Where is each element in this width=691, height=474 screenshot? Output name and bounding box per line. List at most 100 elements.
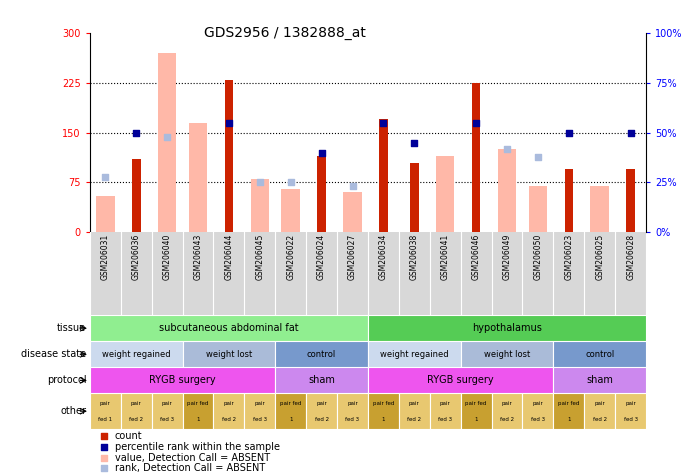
Bar [317, 156, 326, 232]
Bar [553, 393, 585, 429]
Text: GSM206049: GSM206049 [502, 234, 511, 280]
Bar [275, 341, 368, 367]
Text: RYGB surgery: RYGB surgery [427, 375, 494, 385]
Bar [553, 341, 646, 367]
Text: subcutaneous abdominal fat: subcutaneous abdominal fat [159, 323, 299, 333]
Point [98, 454, 109, 462]
Point [532, 153, 543, 160]
Bar [182, 393, 214, 429]
Bar [368, 393, 399, 429]
Bar [368, 367, 553, 393]
Bar [522, 393, 553, 429]
Text: GSM206044: GSM206044 [225, 234, 234, 280]
Bar [430, 393, 461, 429]
Bar [498, 149, 516, 232]
Text: pair fed: pair fed [280, 401, 301, 406]
Point [223, 119, 234, 127]
Bar [379, 119, 388, 232]
Text: hypothalamus: hypothalamus [472, 323, 542, 333]
Text: GSM206041: GSM206041 [441, 234, 450, 280]
Bar [368, 341, 461, 367]
Text: pair fed: pair fed [466, 401, 486, 406]
Text: weight lost: weight lost [484, 350, 530, 359]
Point [100, 173, 111, 180]
Text: pair: pair [594, 401, 605, 406]
Text: pair: pair [254, 401, 265, 406]
Bar [626, 169, 635, 232]
Text: fed 2: fed 2 [593, 417, 607, 421]
Text: other: other [60, 406, 86, 416]
Text: pair: pair [100, 401, 111, 406]
Text: percentile rank within the sample: percentile rank within the sample [115, 442, 280, 452]
Bar [90, 393, 121, 429]
Point [625, 129, 636, 137]
Text: control: control [307, 350, 337, 359]
Text: fed 3: fed 3 [346, 417, 359, 421]
Bar [306, 393, 337, 429]
Text: GDS2956 / 1382888_at: GDS2956 / 1382888_at [204, 26, 366, 40]
Text: fed 2: fed 2 [407, 417, 422, 421]
Point [98, 465, 109, 472]
Text: pair: pair [223, 401, 234, 406]
Bar [491, 393, 522, 429]
Point [162, 133, 173, 140]
Point [378, 119, 389, 127]
Point [98, 432, 109, 440]
Text: pair: pair [347, 401, 358, 406]
Text: 1: 1 [196, 417, 200, 421]
Text: pair: pair [533, 401, 543, 406]
Text: control: control [585, 350, 614, 359]
Text: pair: pair [131, 401, 142, 406]
Bar [214, 393, 245, 429]
Point [316, 149, 327, 156]
Text: GSM206034: GSM206034 [379, 234, 388, 280]
Text: GSM206023: GSM206023 [565, 234, 574, 280]
Text: fed 2: fed 2 [314, 417, 329, 421]
Bar [189, 123, 207, 232]
Bar [132, 159, 140, 232]
Text: RYGB surgery: RYGB surgery [149, 375, 216, 385]
Bar [225, 80, 234, 232]
Text: protocol: protocol [47, 375, 86, 385]
Text: pair fed: pair fed [187, 401, 209, 406]
Bar [90, 315, 368, 341]
Point [502, 145, 513, 153]
Text: GSM206038: GSM206038 [410, 234, 419, 280]
Point [563, 129, 574, 137]
Bar [251, 179, 269, 232]
Point [131, 129, 142, 137]
Bar [461, 341, 553, 367]
Bar [281, 189, 300, 232]
Text: GSM206045: GSM206045 [255, 234, 264, 280]
Point [285, 179, 296, 186]
Text: fed 3: fed 3 [253, 417, 267, 421]
Text: weight regained: weight regained [380, 350, 448, 359]
Bar [275, 367, 368, 393]
Text: GSM206040: GSM206040 [162, 234, 171, 280]
Bar [90, 341, 182, 367]
Text: fed 3: fed 3 [531, 417, 545, 421]
Text: GSM206031: GSM206031 [101, 234, 110, 280]
Bar [182, 341, 275, 367]
Text: 1: 1 [474, 417, 478, 421]
Text: value, Detection Call = ABSENT: value, Detection Call = ABSENT [115, 453, 270, 463]
Text: rank, Detection Call = ABSENT: rank, Detection Call = ABSENT [115, 464, 265, 474]
Text: fed 2: fed 2 [500, 417, 514, 421]
Text: GSM206025: GSM206025 [595, 234, 604, 280]
Text: GSM206024: GSM206024 [317, 234, 326, 280]
Bar [472, 83, 480, 232]
Text: pair: pair [625, 401, 636, 406]
Text: GSM206050: GSM206050 [533, 234, 542, 280]
Text: GSM206022: GSM206022 [286, 234, 295, 280]
Text: GSM206027: GSM206027 [348, 234, 357, 280]
Point [471, 119, 482, 127]
Text: 1: 1 [567, 417, 571, 421]
Bar [590, 186, 609, 232]
Bar [410, 163, 419, 232]
Point [98, 443, 109, 451]
Text: 1: 1 [381, 417, 385, 421]
Point [409, 139, 420, 146]
Bar [553, 367, 646, 393]
Text: weight lost: weight lost [206, 350, 252, 359]
Text: pair: pair [316, 401, 327, 406]
